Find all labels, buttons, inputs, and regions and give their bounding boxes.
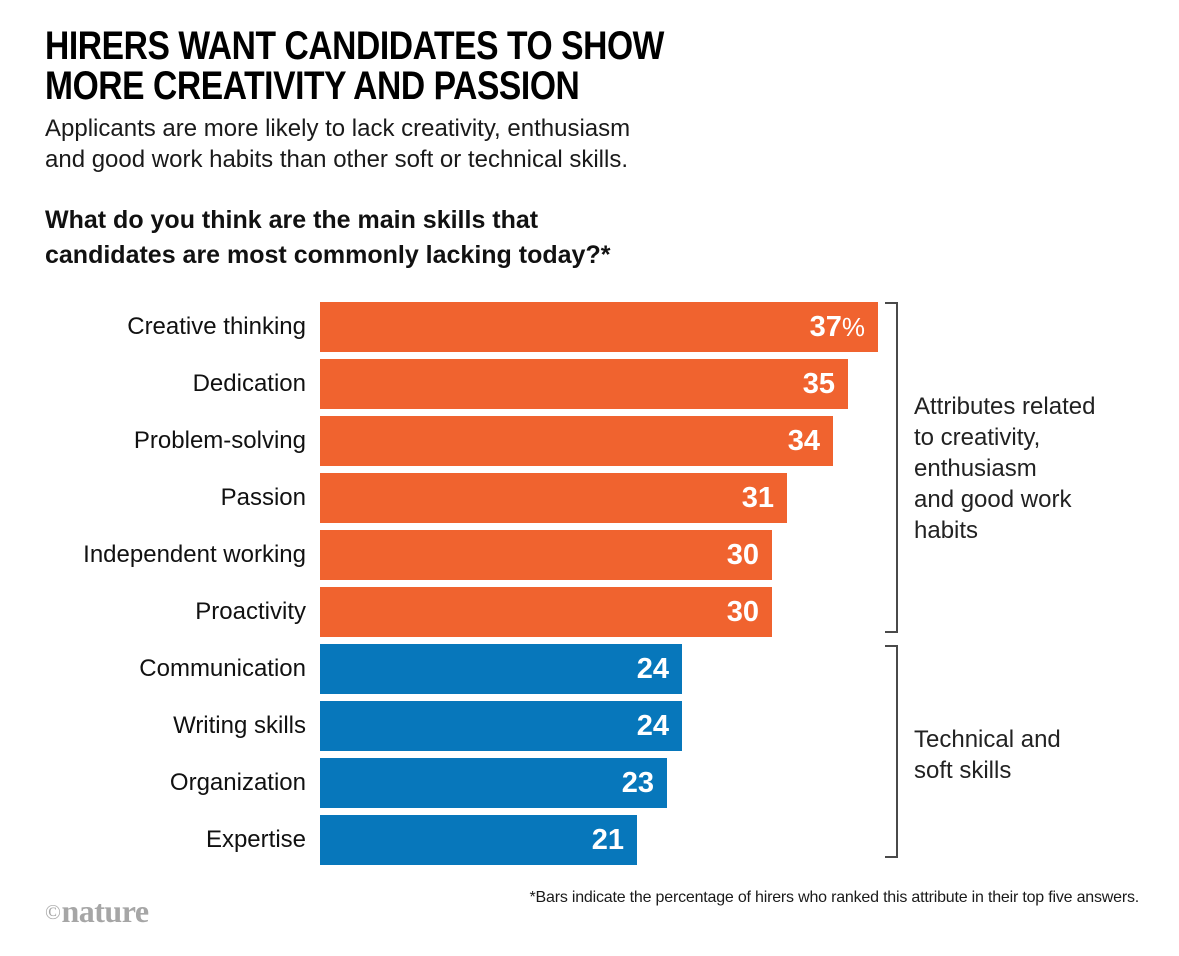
bar-row: Dedication 35 [0, 359, 878, 409]
bar-label: Communication [139, 655, 306, 682]
bar-row: Problem-solving 34 [0, 416, 878, 466]
bar-label: Organization [169, 769, 306, 796]
nature-logo-text: nature [61, 893, 149, 929]
bar-value: 21 [591, 823, 624, 856]
bar-label: Expertise [205, 826, 306, 853]
bar-label: Passion [220, 484, 306, 511]
bar: 37% [320, 302, 878, 352]
bar: 30 [320, 530, 772, 580]
bar-row: Proactivity 30 [0, 587, 878, 637]
bar: 31 [320, 473, 787, 523]
bar: 21 [320, 815, 637, 865]
bar-value: 24 [636, 652, 669, 685]
nature-logo: ©nature [45, 893, 149, 930]
bar-value: 37 [809, 310, 842, 343]
annotation-technical-group: Technical and soft skills [914, 726, 1061, 784]
bar-row: Creative thinking 37% [0, 302, 878, 352]
bar-label: Creative thinking [127, 313, 306, 340]
chart-subtitle: Applicants are more likely to lack creat… [45, 115, 631, 173]
bar: 34 [320, 416, 833, 466]
bar-row: Organization 23 [0, 758, 878, 808]
bar-row: Independent working 30 [0, 530, 878, 580]
annotation-creativity-group: Attributes related to creativity, enthus… [914, 393, 1096, 544]
bar-label: Dedication [192, 370, 306, 397]
bar-label: Proactivity [195, 598, 306, 625]
bar: 24 [320, 701, 682, 751]
bar-row: Expertise 21 [0, 815, 878, 865]
chart-title: HIRERS WANT CANDIDATES TO SHOW MORE CREA… [45, 24, 664, 108]
bracket-creativity-group [885, 302, 898, 633]
bar: 30 [320, 587, 772, 637]
bar-value: 23 [621, 766, 654, 799]
bar: 23 [320, 758, 667, 808]
bracket-technical-group [885, 645, 898, 858]
bar-label: Problem-solving [133, 427, 306, 454]
bar-value: 30 [726, 595, 759, 628]
bar-chart: Creative thinking 37% Dedication 35 Prob… [0, 302, 878, 872]
bar: 35 [320, 359, 848, 409]
bar: 24 [320, 644, 682, 694]
bar-label: Writing skills [173, 712, 306, 739]
bar-value: 30 [726, 538, 759, 571]
bar-value: 24 [636, 709, 669, 742]
bar-row: Writing skills 24 [0, 701, 878, 751]
bar-value: 35 [802, 367, 835, 400]
bar-value: 31 [741, 481, 774, 514]
bar-value: 34 [787, 424, 820, 457]
bar-label: Independent working [83, 541, 306, 568]
bar-value-suffix: % [841, 311, 865, 342]
footnote: *Bars indicate the percentage of hirers … [529, 889, 1140, 906]
survey-question: What do you think are the main skills th… [45, 206, 611, 269]
bar-row: Passion 31 [0, 473, 878, 523]
bar-row: Communication 24 [0, 644, 878, 694]
copyright-symbol: © [45, 900, 61, 924]
